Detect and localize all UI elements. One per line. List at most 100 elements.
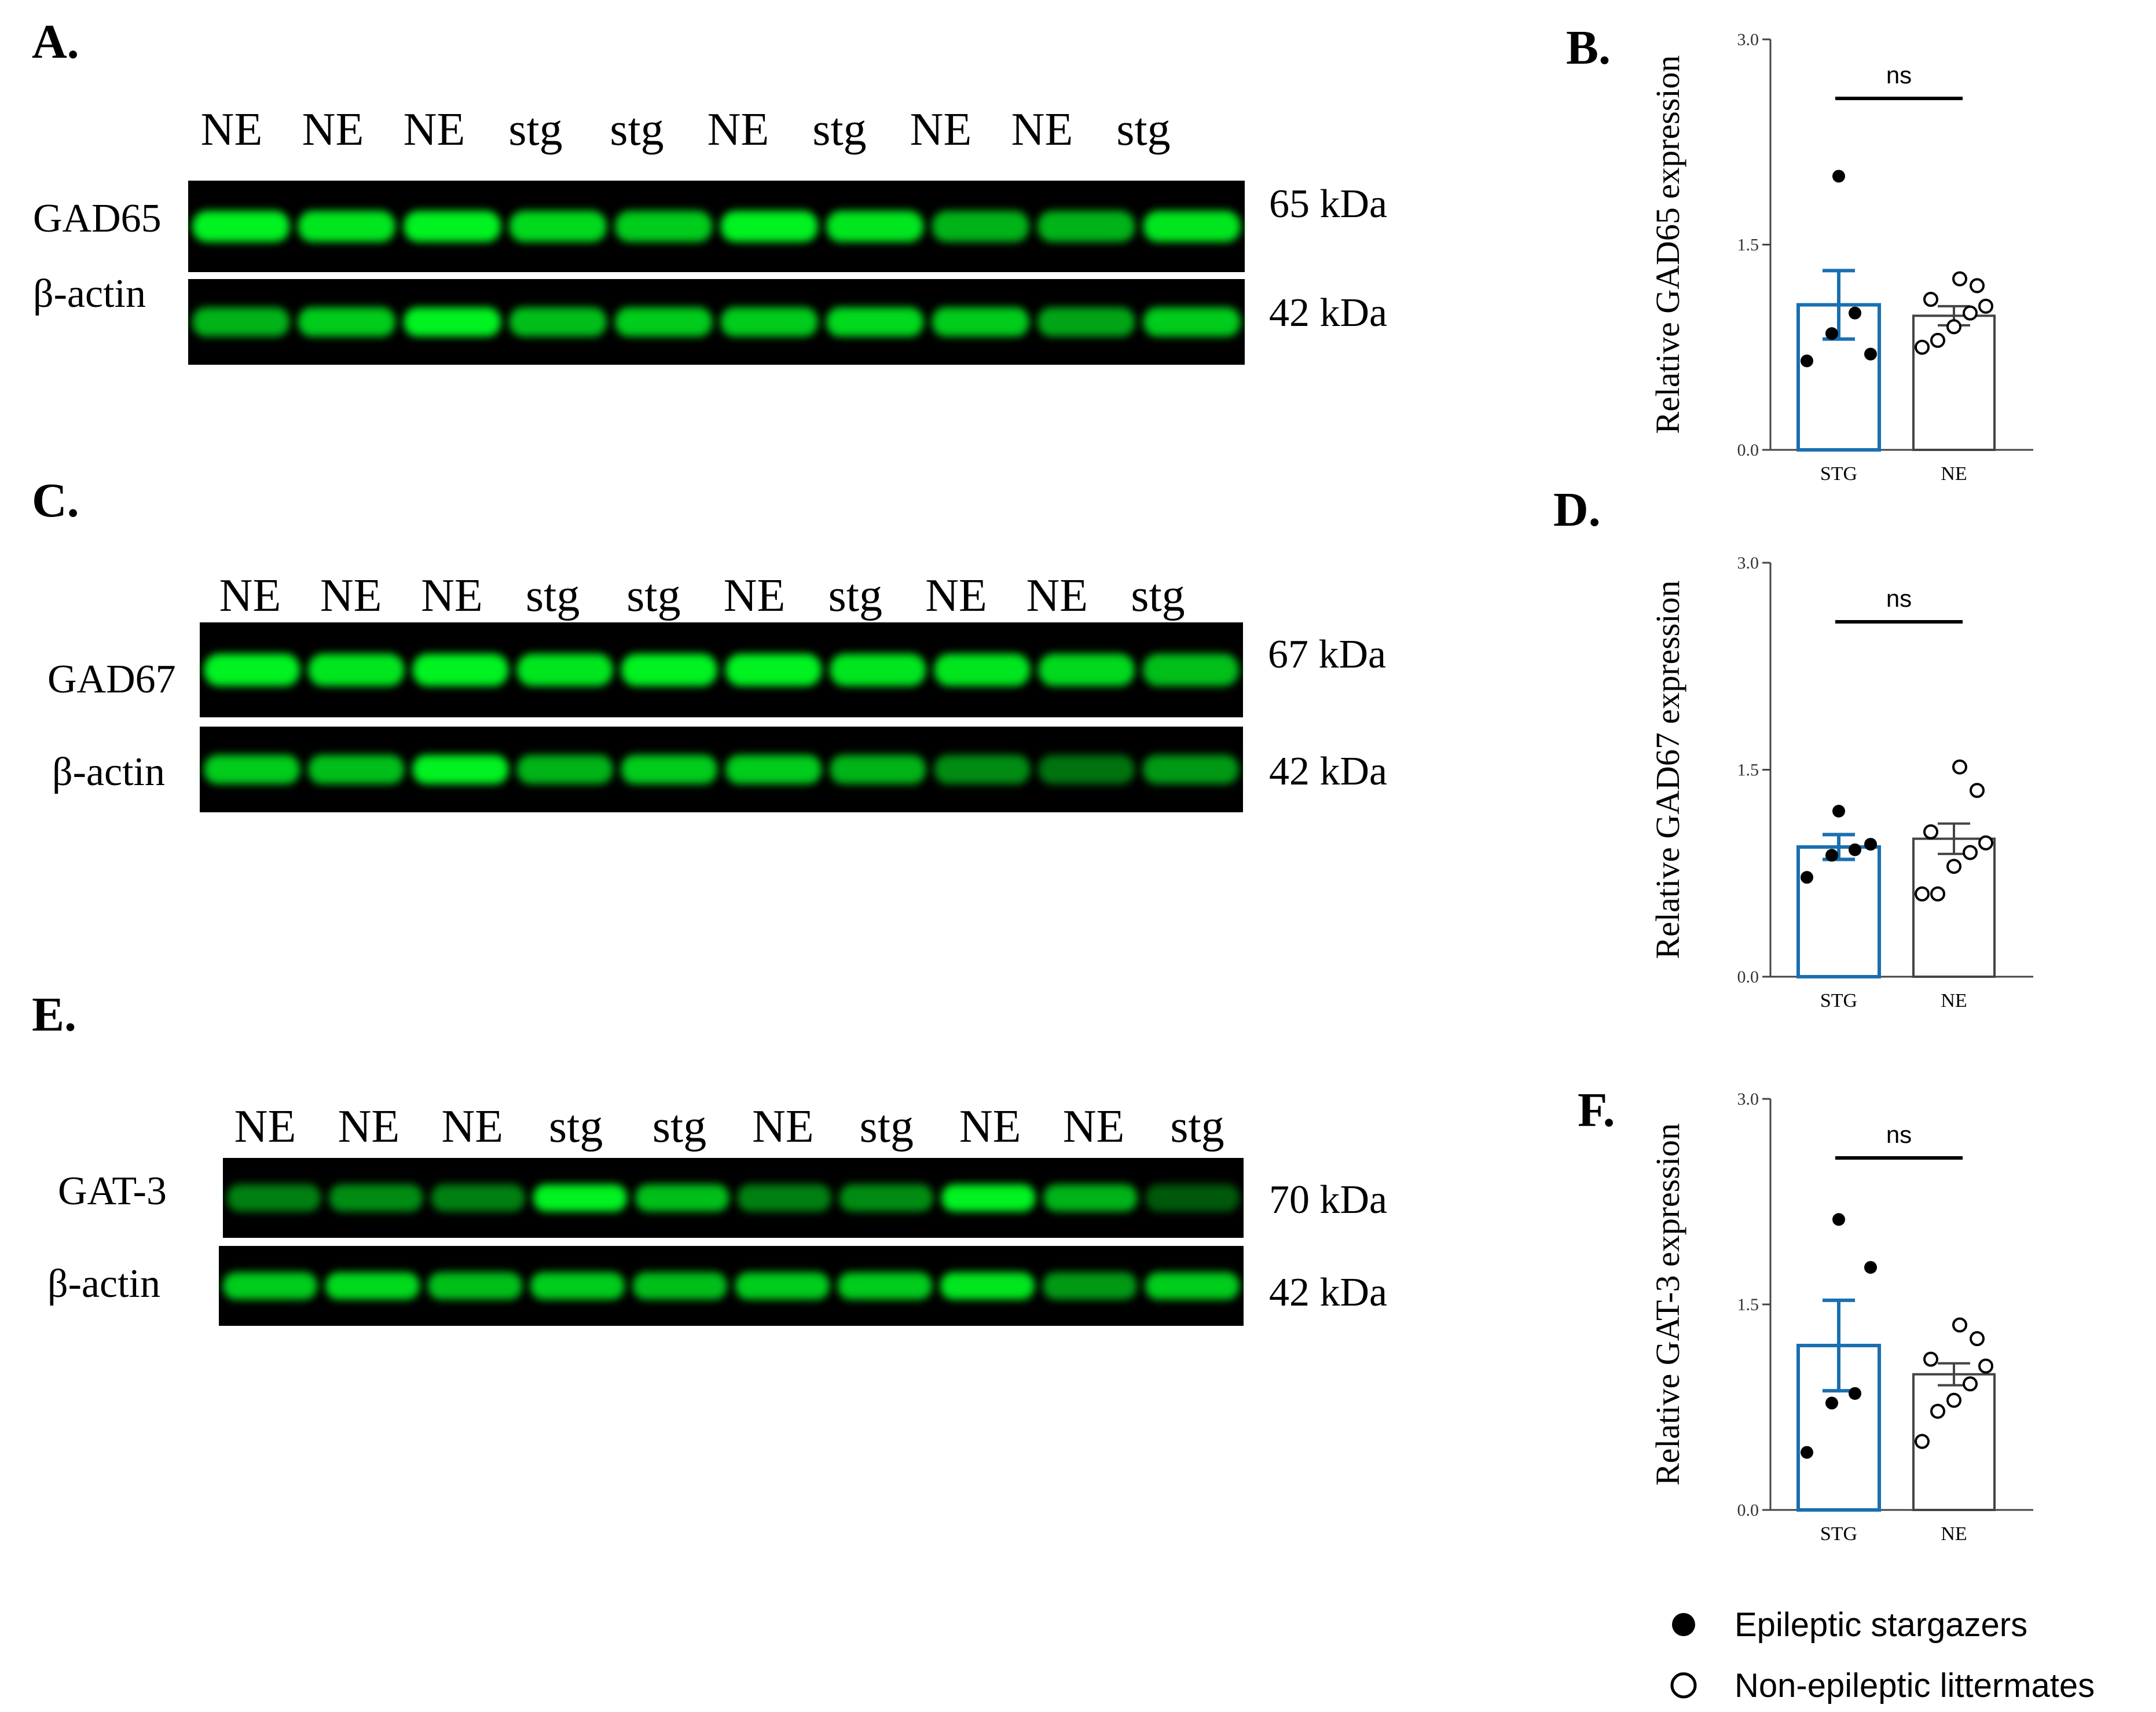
data-point-ne xyxy=(1963,845,1978,860)
blot-band xyxy=(1043,1184,1138,1212)
panel-letter: D. xyxy=(1553,483,1601,537)
lane-label: stg xyxy=(1131,570,1185,621)
blot-band xyxy=(1145,1272,1240,1300)
blot-band xyxy=(839,1184,934,1212)
blot-band xyxy=(204,754,300,784)
lane-label: NE xyxy=(320,570,382,621)
data-point-ne xyxy=(1930,886,1945,901)
blot-band xyxy=(940,1272,1035,1300)
data-point-ne xyxy=(1952,759,1967,775)
blot-band xyxy=(830,754,926,784)
blot-band xyxy=(932,211,1029,242)
x-category-label: STG xyxy=(1820,990,1857,1011)
y-axis-label: Relative GAD65 expression xyxy=(1649,56,1686,434)
lane-label: stg xyxy=(610,104,663,155)
data-point-ne xyxy=(1946,1392,1961,1408)
data-point-ne xyxy=(1952,271,1967,287)
blot-band xyxy=(735,1272,830,1300)
data-point-ne xyxy=(1978,835,1993,850)
molecular-weight-label: 65 kDa xyxy=(1269,182,1387,226)
blot-band xyxy=(615,211,713,242)
blot-band xyxy=(725,754,822,784)
molecular-weight-label: 42 kDa xyxy=(1269,1270,1387,1315)
blot-row-label: β-actin xyxy=(52,750,165,794)
lane-label: stg xyxy=(1116,104,1170,155)
lane-label: NE xyxy=(1063,1101,1125,1152)
lane-label: stg xyxy=(860,1101,914,1152)
blot-row-label: β-actin xyxy=(33,272,146,316)
bar-stg xyxy=(1796,845,1881,979)
blot-band xyxy=(1038,754,1135,784)
data-point-stg xyxy=(1825,849,1838,862)
blot-band xyxy=(298,307,395,337)
bar-charts: B. Relative GAD65 expression 0.0 1.5 3.0 STG N… xyxy=(1553,21,2033,1545)
lane-label: NE xyxy=(219,570,281,621)
blot-band xyxy=(720,307,818,337)
data-point-ne xyxy=(1970,1331,1985,1347)
y-tick-label: 0.0 xyxy=(1737,1501,1759,1520)
blot-band xyxy=(830,654,926,686)
blot-band xyxy=(404,211,501,242)
bar-chart-2: F. Relative GAT-3 expression 0.0 1.5 3.0 STG N… xyxy=(1578,1083,2033,1545)
blot-band xyxy=(223,1272,317,1300)
lane-label: NE xyxy=(1011,104,1073,155)
blot-band xyxy=(1143,211,1241,242)
bar-ne xyxy=(1912,314,1996,451)
data-point-ne xyxy=(1915,1434,1930,1449)
blot-band xyxy=(635,1184,729,1212)
lane-label: stg xyxy=(1170,1101,1224,1152)
blot-band xyxy=(308,754,405,784)
panel-letter: E. xyxy=(32,988,76,1042)
x-category-label: NE xyxy=(1941,990,1967,1011)
data-point-stg xyxy=(1849,1387,1861,1400)
data-point-stg xyxy=(1801,354,1813,368)
data-point-ne xyxy=(1952,1317,1967,1333)
x-category-label: STG xyxy=(1820,463,1857,485)
lane-label: NE xyxy=(1026,570,1088,621)
y-axis-label: Relative GAD67 expression xyxy=(1649,581,1686,959)
data-point-ne xyxy=(1915,339,1930,355)
data-point-stg xyxy=(1832,1213,1845,1226)
panel-letter: F. xyxy=(1578,1083,1615,1137)
blot-band xyxy=(516,754,613,784)
bar-chart-0: B. Relative GAD65 expression 0.0 1.5 3.0 STG N… xyxy=(1566,21,2033,485)
blot-band xyxy=(941,1184,1036,1212)
blot-band xyxy=(412,754,509,784)
blot-band xyxy=(533,1184,628,1212)
lane-label: NE xyxy=(338,1101,400,1152)
x-category-label: NE xyxy=(1941,1523,1967,1545)
blot-row-label: β-actin xyxy=(47,1262,160,1306)
blot-band xyxy=(633,1272,727,1300)
legend-label-stargazers: Epileptic stargazers xyxy=(1735,1606,2027,1644)
y-tick-label: 1.5 xyxy=(1737,761,1759,780)
lane-label: NE xyxy=(707,104,769,155)
data-point-ne xyxy=(1963,305,1978,321)
y-tick-label: 3.0 xyxy=(1737,1090,1759,1109)
blot-band xyxy=(1038,654,1135,686)
molecular-weight-label: 42 kDa xyxy=(1269,749,1387,794)
significance-label: ns xyxy=(1886,1121,1912,1148)
legend-marker-filled xyxy=(1672,1613,1695,1636)
molecular-weight-label: 42 kDa xyxy=(1269,291,1387,335)
data-point-stg xyxy=(1849,306,1861,320)
blot-band xyxy=(298,211,395,242)
lane-label: NE xyxy=(959,1101,1021,1152)
x-category-label: STG xyxy=(1820,1523,1857,1545)
x-category-label: NE xyxy=(1941,463,1967,485)
blot-band xyxy=(1143,307,1241,337)
data-point-stg xyxy=(1825,327,1838,340)
lane-label: NE xyxy=(302,104,364,155)
blot-band xyxy=(1037,307,1135,337)
blot-band xyxy=(412,654,509,686)
legend-marker-open xyxy=(1670,1672,1697,1699)
data-point-stg xyxy=(1801,871,1813,884)
blot-band xyxy=(932,307,1029,337)
blot-row-label: GAD67 xyxy=(47,657,176,702)
data-point-ne xyxy=(1946,319,1961,335)
blot-band xyxy=(615,307,713,337)
blot-band xyxy=(404,307,501,337)
data-point-ne xyxy=(1970,278,1985,294)
